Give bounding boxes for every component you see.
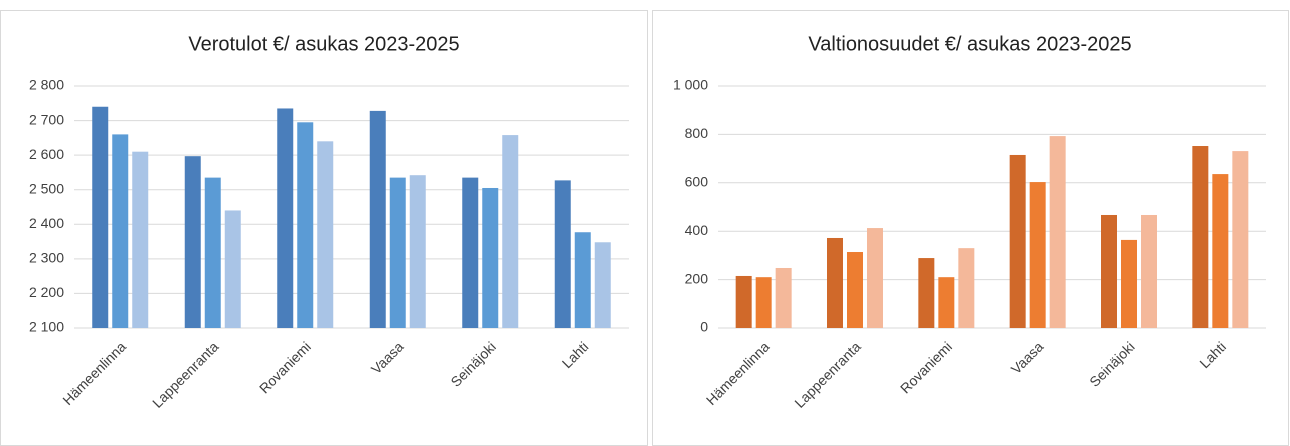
bar bbox=[1101, 214, 1117, 328]
y-tick-label: 2 800 bbox=[29, 77, 64, 93]
bar bbox=[462, 177, 479, 328]
bar bbox=[918, 258, 935, 328]
bar bbox=[317, 141, 334, 328]
bar bbox=[277, 108, 294, 328]
y-tick-label: 2 500 bbox=[29, 180, 64, 196]
bar bbox=[594, 242, 611, 328]
y-tick-label: 2 100 bbox=[29, 319, 64, 335]
bar bbox=[369, 110, 386, 329]
bar bbox=[735, 275, 752, 328]
bar bbox=[958, 248, 975, 328]
y-tick-label: 0 bbox=[700, 319, 708, 335]
bar bbox=[224, 210, 241, 328]
bar bbox=[1212, 174, 1229, 328]
y-tick-label: 200 bbox=[685, 270, 709, 286]
y-tick-label: 2 600 bbox=[29, 146, 64, 162]
bar bbox=[1141, 214, 1157, 328]
bar bbox=[1232, 151, 1249, 328]
chart-title: Valtionosuudet €/ asukas 2023-2025 bbox=[808, 33, 1131, 55]
bar bbox=[1029, 182, 1046, 328]
bar bbox=[502, 135, 519, 328]
y-tick-label: 2 200 bbox=[29, 284, 64, 300]
bar bbox=[1009, 154, 1026, 328]
bar bbox=[554, 180, 571, 328]
bar bbox=[867, 228, 883, 328]
bar bbox=[409, 175, 426, 328]
y-tick-label: 800 bbox=[685, 125, 709, 141]
bar bbox=[297, 122, 314, 328]
chart-title: Verotulot €/ asukas 2023-2025 bbox=[188, 33, 459, 55]
bar bbox=[132, 151, 149, 328]
y-tick-label: 600 bbox=[685, 174, 709, 190]
bar bbox=[847, 252, 863, 328]
bar bbox=[827, 237, 843, 328]
bar bbox=[482, 187, 499, 328]
bar bbox=[755, 277, 772, 328]
bar bbox=[112, 134, 129, 328]
y-tick-label: 2 700 bbox=[29, 111, 64, 127]
bar bbox=[389, 177, 406, 328]
bar bbox=[184, 156, 201, 328]
bar bbox=[775, 267, 792, 328]
bar bbox=[574, 232, 591, 328]
bar bbox=[938, 277, 955, 328]
bar bbox=[92, 106, 109, 328]
bar bbox=[1121, 239, 1137, 328]
y-tick-label: 2 300 bbox=[29, 250, 64, 266]
bar bbox=[1192, 146, 1209, 328]
y-tick-label: 1 000 bbox=[673, 77, 708, 93]
bar bbox=[1049, 136, 1066, 328]
y-tick-label: 2 400 bbox=[29, 215, 64, 231]
bar bbox=[204, 177, 221, 328]
y-tick-label: 400 bbox=[685, 222, 709, 238]
panel bbox=[652, 10, 1289, 446]
